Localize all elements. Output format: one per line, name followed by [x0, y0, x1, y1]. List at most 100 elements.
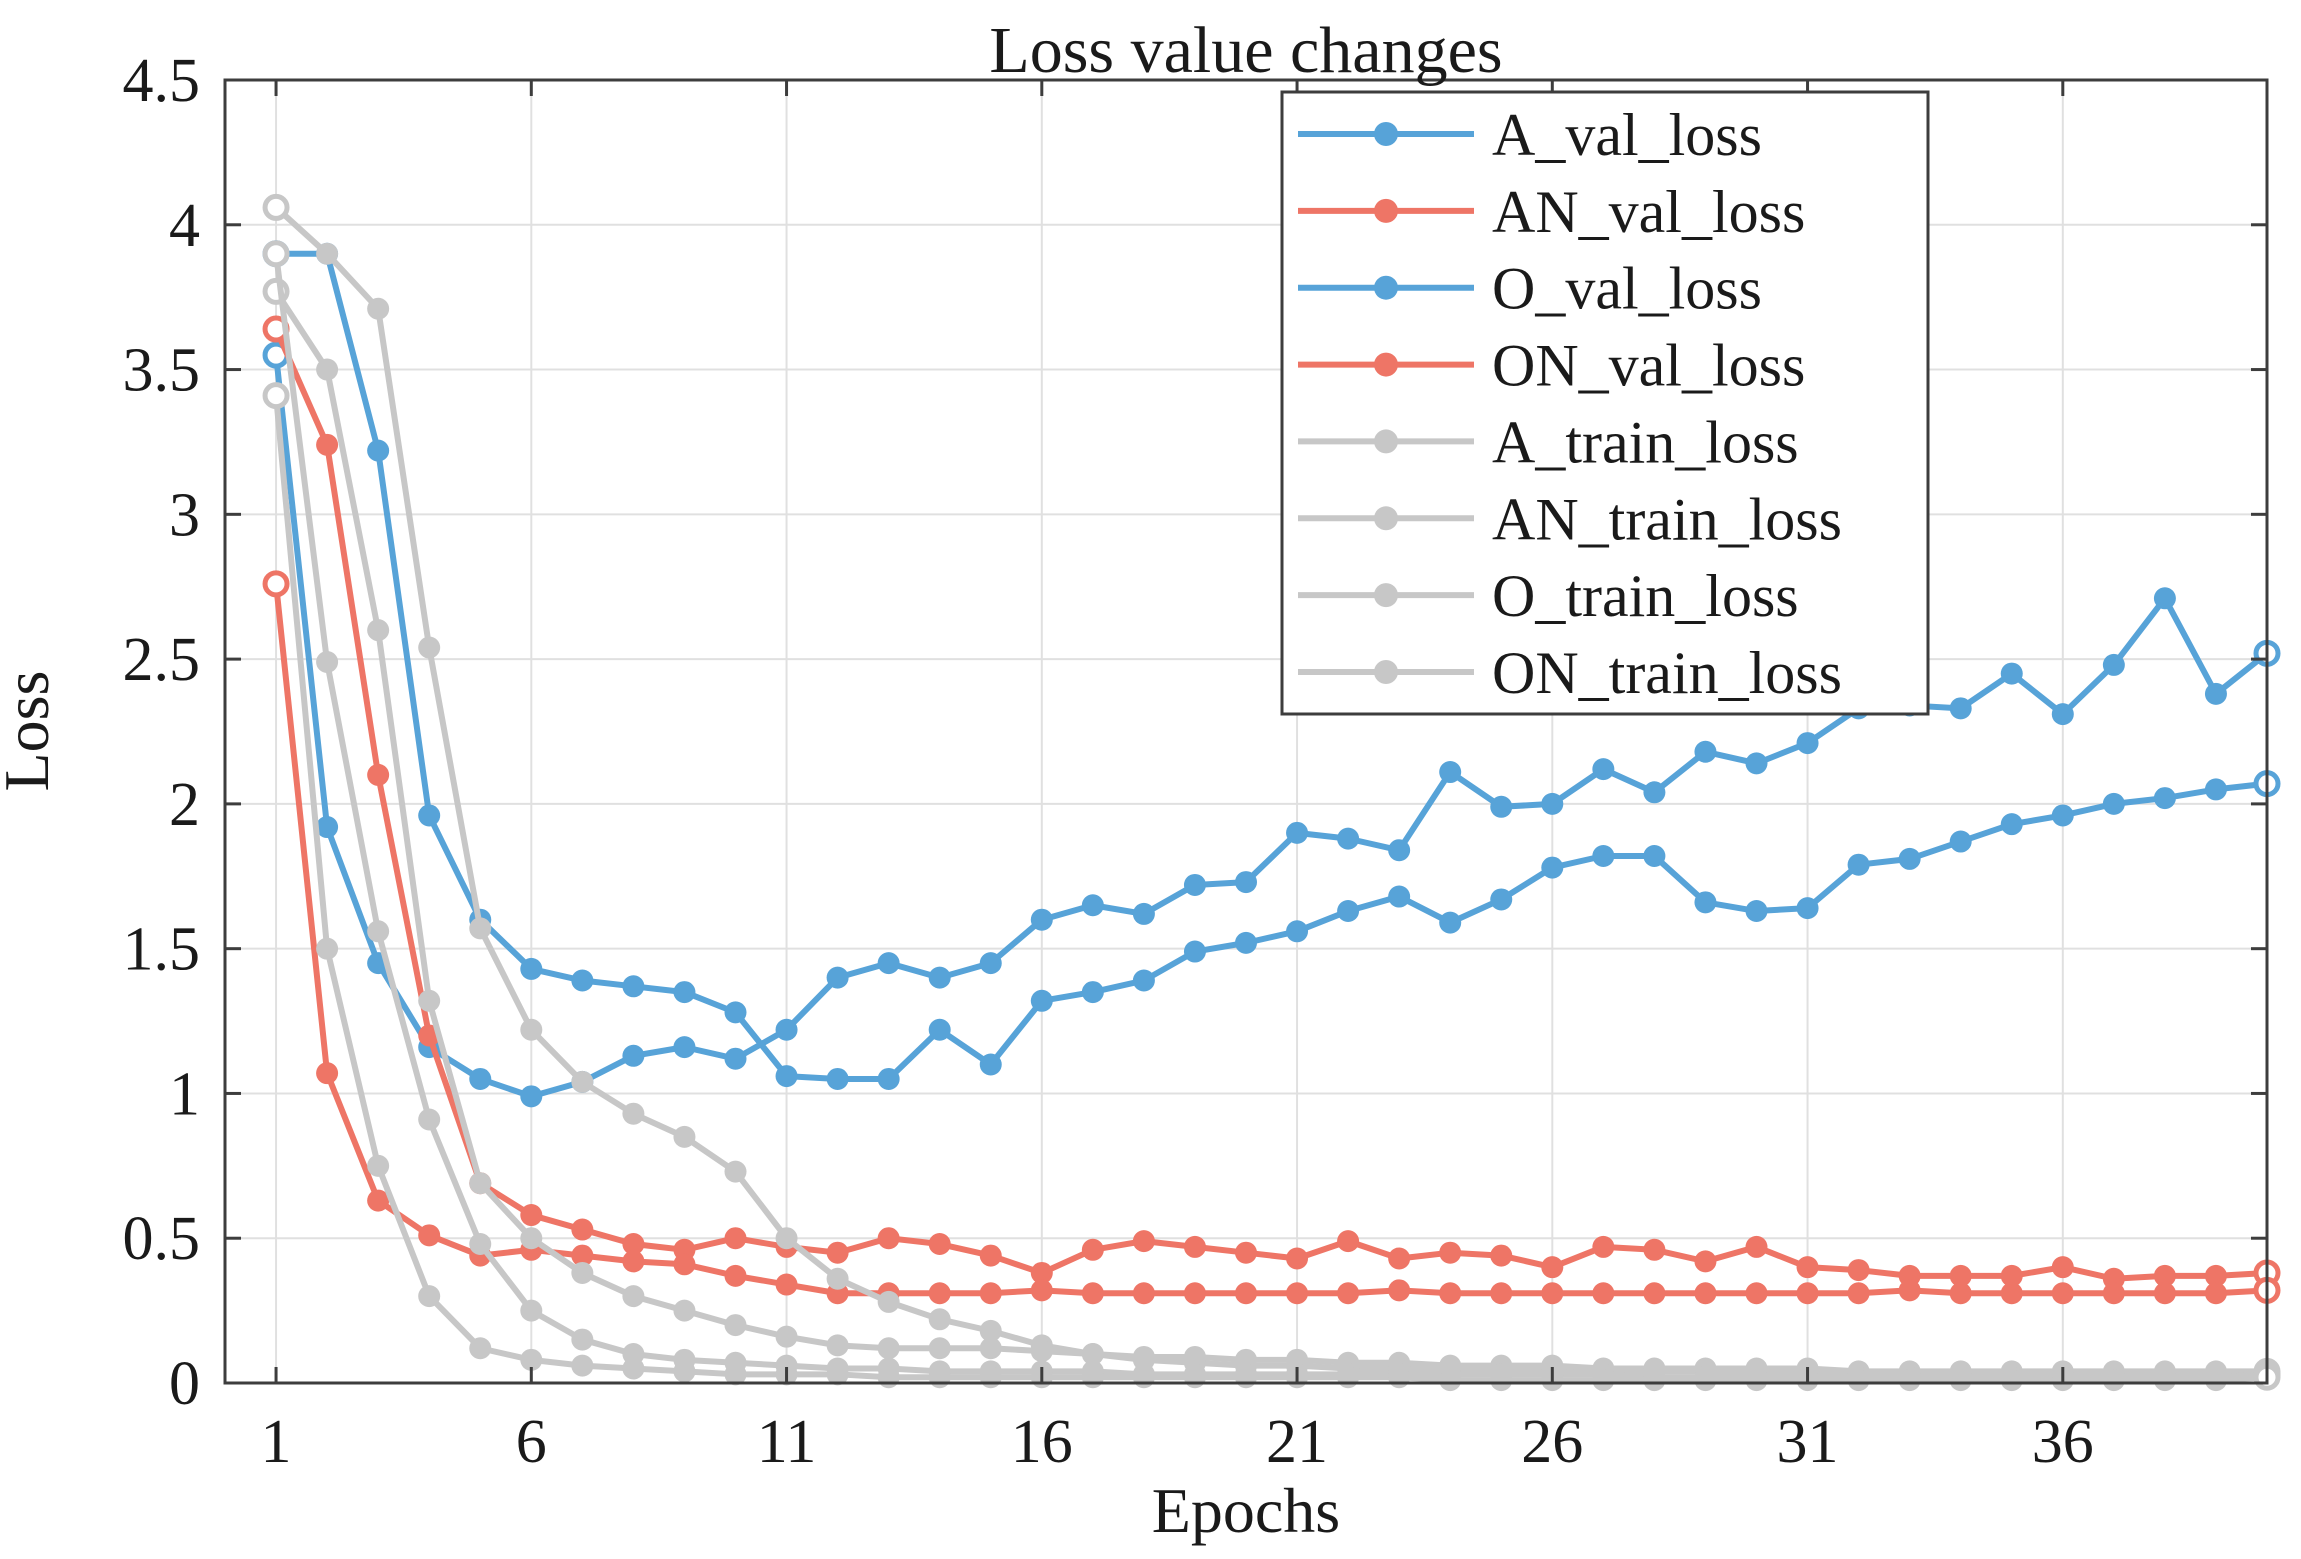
chart-title: Loss value changes [989, 14, 1502, 87]
legend-item-AN_train_loss: AN_train_loss [1298, 486, 1842, 552]
marker-O_val_loss [826, 1067, 849, 1090]
marker-A_train_loss [262, 193, 290, 221]
marker-A_val_loss [826, 966, 849, 989]
marker-ON_val_loss [367, 1189, 390, 1212]
x-tick-labels: 1 6 11 16 21 26 31 36 [261, 1408, 2094, 1476]
marker-AN_train_loss [520, 1227, 543, 1250]
marker-AN_train_loss [571, 1261, 594, 1284]
y-tick-label: 4 [169, 192, 200, 260]
marker-A_train_loss [622, 1102, 645, 1125]
marker-O_val_loss [1030, 989, 1053, 1012]
marker-A_val_loss [469, 1067, 492, 1090]
marker-O_val_loss [1235, 931, 1257, 954]
legend-label: A_train_loss [1492, 409, 1799, 475]
marker-ON_train_loss [2102, 1369, 2125, 1392]
marker-AN_train_loss [367, 619, 390, 642]
marker-O_val_loss [1745, 900, 1768, 923]
series-line-O_val_loss [276, 250, 2268, 1082]
marker-O_val_loss [2204, 778, 2227, 801]
marker-A_train_loss [469, 917, 492, 940]
marker-O_val_loss [1592, 845, 1615, 868]
legend-marker [1374, 275, 1398, 300]
legend-item-O_train_loss: O_train_loss [1298, 563, 1799, 629]
marker-A_train_loss [826, 1267, 849, 1290]
legend-marker [1374, 660, 1398, 684]
marker-O_val_loss [1694, 891, 1717, 914]
marker-A_train_loss [775, 1227, 798, 1250]
marker-AN_val_loss [1592, 1235, 1615, 1258]
marker-ON_train_loss [2204, 1369, 2227, 1392]
marker-A_val_loss [1081, 894, 1104, 917]
marker-AN_val_loss [2153, 1264, 2176, 1287]
marker-AN_val_loss [1337, 1230, 1360, 1253]
marker-AN_train_loss [1132, 1345, 1155, 1368]
marker-ON_train_loss [2000, 1369, 2023, 1392]
marker-ON_val_loss [1643, 1282, 1666, 1305]
marker-ON_train_loss [2153, 1369, 2176, 1392]
marker-A_train_loss [673, 1125, 696, 1148]
marker-A_train_loss [571, 1070, 594, 1093]
marker-O_val_loss [2051, 804, 2074, 827]
x-tick-label: 11 [757, 1408, 817, 1476]
marker-AN_val_loss [1286, 1247, 1309, 1270]
marker-O_val_loss [1132, 969, 1155, 992]
marker-AN_train_loss [877, 1337, 900, 1360]
marker-O_val_loss [1081, 981, 1104, 1004]
x-axis-label: Epochs [1152, 1475, 1340, 1546]
marker-ON_val_loss [1694, 1282, 1717, 1305]
marker-ON_val_loss [979, 1282, 1002, 1305]
marker-ON_val_loss [1030, 1279, 1053, 1302]
marker-AN_train_loss [673, 1299, 696, 1322]
marker-AN_val_loss [367, 763, 390, 786]
marker-ON_val_loss [1898, 1279, 1921, 1302]
marker-O_val_loss [928, 1018, 951, 1041]
marker-A_val_loss [1694, 740, 1717, 763]
marker-O_val_loss [1388, 885, 1411, 908]
marker-ON_train_loss [673, 1360, 696, 1383]
marker-O_val_loss [1949, 830, 1972, 853]
marker-AN_val_loss [1132, 1230, 1155, 1253]
marker-ON_val_loss [2153, 1282, 2176, 1305]
marker-AN_val_loss [1235, 1241, 1257, 1264]
marker-A_val_loss [2204, 682, 2227, 705]
axes-box [223, 78, 2269, 1385]
marker-A_val_loss [775, 1018, 798, 1041]
marker-ON_train_loss [1439, 1369, 1462, 1392]
marker-O_val_loss [2153, 787, 2176, 810]
marker-AN_val_loss [928, 1233, 951, 1256]
marker-ON_train_loss [1337, 1366, 1360, 1389]
marker-AN_train_loss [622, 1285, 645, 1308]
legend-marker [1374, 429, 1398, 454]
marker-O_val_loss [1439, 911, 1462, 934]
marker-ON_val_loss [1439, 1282, 1462, 1305]
legend-label: ON_train_loss [1492, 640, 1842, 706]
marker-A_train_loss [520, 1018, 543, 1041]
series-line-ON_train_loss [273, 395, 2268, 1384]
legend-label: AN_train_loss [1492, 486, 1842, 552]
marker-ON_train_loss [1490, 1369, 1513, 1392]
marker-ON_val_loss [1541, 1282, 1564, 1305]
marker-A_val_loss [928, 966, 951, 989]
marker-ON_train_loss [1847, 1369, 1870, 1392]
marker-O_val_loss [1183, 940, 1206, 963]
marker-AN_val_loss [1081, 1238, 1104, 1261]
marker-AN_val_loss [826, 1241, 849, 1264]
marker-A_val_loss [316, 816, 339, 839]
marker-AN_val_loss [1183, 1235, 1206, 1258]
marker-ON_val_loss [1490, 1282, 1513, 1305]
marker-ON_train_loss [316, 937, 339, 960]
marker-O_train_loss [469, 1233, 492, 1256]
marker-ON_val_loss [775, 1273, 798, 1296]
marker-ON_train_loss [1132, 1366, 1155, 1389]
marker-ON_train_loss [724, 1363, 747, 1386]
marker-O_val_loss [2000, 813, 2023, 836]
marker-AN_train_loss [775, 1325, 798, 1348]
marker-A_val_loss [1490, 795, 1513, 818]
marker-ON_train_loss [520, 1348, 543, 1371]
y-tick-label: 2.5 [123, 626, 201, 694]
marker-ON_train_loss [1745, 1369, 1768, 1392]
marker-ON_val_loss [1745, 1282, 1768, 1305]
marker-O_val_loss [1541, 856, 1564, 879]
marker-AN_train_loss [1081, 1343, 1104, 1366]
legend-item-A_val_loss: A_val_loss [1298, 102, 1762, 168]
